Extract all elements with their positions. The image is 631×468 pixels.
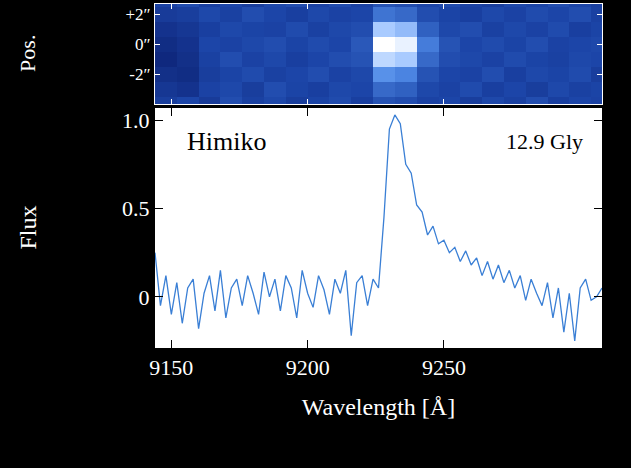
svg-text:9200: 9200 [286,355,330,380]
svg-text:12.9 Gly: 12.9 Gly [506,129,583,154]
svg-text:0″: 0″ [135,35,151,54]
svg-text:+2″: +2″ [125,5,150,24]
svg-text:0.5: 0.5 [122,196,150,221]
svg-text:1.0: 1.0 [122,108,150,133]
svg-text:Pos.: Pos. [15,35,40,72]
svg-text:Himiko: Himiko [187,127,266,156]
svg-text:0: 0 [139,284,150,309]
svg-text:9150: 9150 [149,355,193,380]
svg-text:-2″: -2″ [129,65,150,84]
svg-text:Wavelength [Å]: Wavelength [Å] [302,394,455,420]
svg-text:Flux: Flux [15,206,41,250]
svg-text:9250: 9250 [422,355,466,380]
